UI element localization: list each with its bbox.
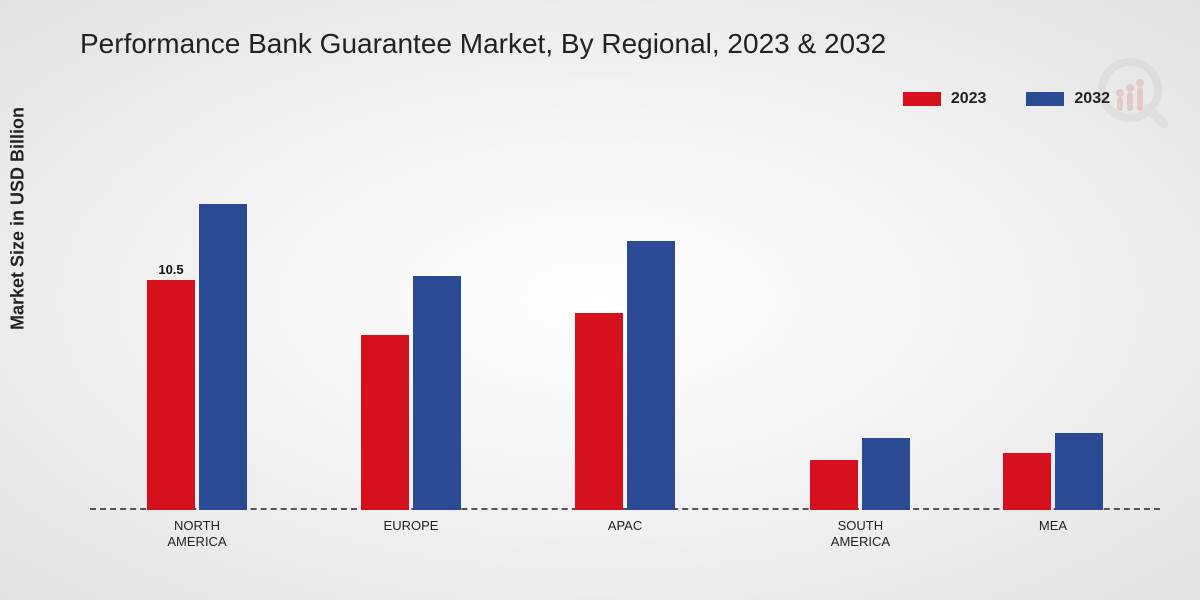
legend-label-2032: 2032 <box>1074 90 1110 108</box>
bar-rect <box>810 460 858 510</box>
bar-rect <box>627 241 675 510</box>
bar-2032 <box>627 241 675 510</box>
bar-2032 <box>862 438 910 510</box>
bar-2023 <box>1003 453 1051 510</box>
y-axis-label: Market Size in USD Billion <box>8 107 29 330</box>
bar-2023 <box>361 335 409 510</box>
legend-label-2023: 2023 <box>951 90 987 108</box>
legend: 2023 2032 <box>903 90 1110 108</box>
bar-rect <box>413 276 461 510</box>
bar-rect <box>862 438 910 510</box>
bar-group: 10.5NORTH AMERICA <box>147 204 247 510</box>
bar-rect <box>575 313 623 510</box>
x-tick-label: NORTH AMERICA <box>167 518 226 551</box>
legend-swatch-2032 <box>1026 92 1064 106</box>
bar-group: EUROPE <box>361 276 461 510</box>
x-tick-label: MEA <box>1039 518 1067 534</box>
bar-2023: 10.5 <box>147 280 195 510</box>
bar-2032 <box>199 204 247 510</box>
bar-group: APAC <box>575 241 675 510</box>
bar-group: MEA <box>1003 433 1103 510</box>
legend-swatch-2023 <box>903 92 941 106</box>
chart-title: Performance Bank Guarantee Market, By Re… <box>80 28 886 60</box>
bar-group: SOUTH AMERICA <box>810 438 910 510</box>
bar-2023 <box>810 460 858 510</box>
x-tick-label: EUROPE <box>384 518 439 534</box>
legend-item-2032: 2032 <box>1026 90 1110 108</box>
bar-rect <box>1055 433 1103 510</box>
x-tick-label: APAC <box>608 518 642 534</box>
x-tick-label: SOUTH AMERICA <box>831 518 890 551</box>
bar-rect <box>1003 453 1051 510</box>
legend-item-2023: 2023 <box>903 90 987 108</box>
bar-rect <box>199 204 247 510</box>
bar-2023 <box>575 313 623 510</box>
bar-rect <box>361 335 409 510</box>
bar-rect <box>147 280 195 510</box>
plot-area: 10.5NORTH AMERICA EUROPE APAC SOUTH AMERICA… <box>90 160 1160 510</box>
bar-2032 <box>1055 433 1103 510</box>
bar-2032 <box>413 276 461 510</box>
bar-value-label: 10.5 <box>158 262 183 277</box>
